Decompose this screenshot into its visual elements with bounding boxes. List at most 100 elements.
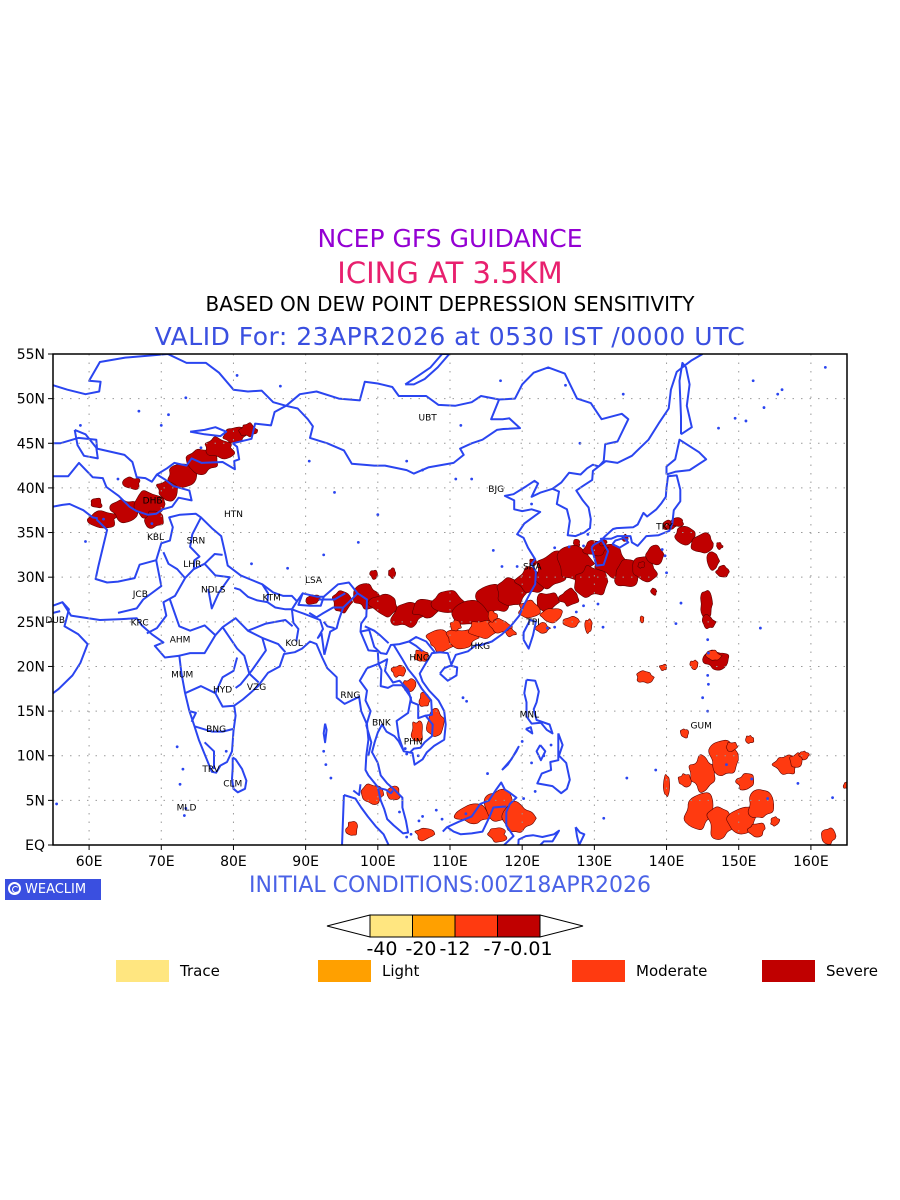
lon-label: 100E xyxy=(360,854,396,870)
initial-conditions: INITIAL CONDITIONS:00Z18APR2026 xyxy=(249,873,651,898)
island xyxy=(409,832,413,836)
island xyxy=(796,782,800,785)
island xyxy=(322,553,326,557)
coastline xyxy=(94,512,436,655)
coastline xyxy=(574,826,586,845)
island xyxy=(182,814,186,817)
moderate-icing-area xyxy=(636,670,655,684)
island xyxy=(522,797,526,800)
moderate-icing-area xyxy=(639,615,645,624)
lon-label: 110E xyxy=(432,854,468,870)
moderate-icing-area xyxy=(659,663,667,671)
moderate-icing-area xyxy=(798,750,810,761)
coastline xyxy=(53,436,193,516)
coastline xyxy=(203,553,223,565)
coastline xyxy=(156,366,630,476)
coastline xyxy=(322,723,328,744)
coastline xyxy=(408,640,424,653)
colorbar-segment xyxy=(369,914,413,938)
severe-icing-area xyxy=(637,561,645,569)
lat-label: 5N xyxy=(26,793,45,809)
station-label: AHM xyxy=(170,636,191,646)
island xyxy=(780,388,784,392)
island xyxy=(461,696,465,700)
coastline xyxy=(352,784,362,796)
island xyxy=(663,554,667,558)
station-label: BNG xyxy=(206,725,226,735)
island xyxy=(405,752,409,756)
island xyxy=(84,540,87,543)
moderate-icing-area xyxy=(735,773,754,791)
severe-icing-area xyxy=(700,590,713,619)
island xyxy=(717,426,720,430)
moderate-icing-area xyxy=(770,816,781,827)
island xyxy=(515,565,519,568)
station-label: DUB xyxy=(45,616,65,626)
coastline xyxy=(551,463,599,490)
moderate-icing-area xyxy=(487,610,499,623)
coastline xyxy=(247,619,294,632)
colorbar-label: -20 xyxy=(405,938,437,960)
lon-label: 150E xyxy=(721,854,757,870)
island xyxy=(417,819,421,823)
station-label: HTN xyxy=(224,510,243,520)
station-label: RNG xyxy=(340,691,360,701)
island xyxy=(602,816,606,820)
lat-label: 40N xyxy=(17,481,45,497)
coastline xyxy=(261,583,270,603)
title-line-2: ICING AT 3.5KM xyxy=(337,256,563,290)
island xyxy=(500,565,504,568)
island xyxy=(55,802,59,806)
island xyxy=(329,776,333,780)
station-label: TKY xyxy=(655,522,673,532)
lat-label: EQ xyxy=(25,838,45,854)
island xyxy=(520,740,524,743)
island xyxy=(823,365,827,369)
coastline xyxy=(189,710,197,723)
moderate-icing-area xyxy=(410,720,423,742)
severe-icing-area xyxy=(572,538,581,547)
island xyxy=(464,812,468,816)
coastline xyxy=(404,354,451,386)
coastline xyxy=(53,610,61,614)
island xyxy=(542,754,546,758)
island xyxy=(150,522,154,526)
coastline xyxy=(53,354,287,407)
colorbar-label: -12 xyxy=(439,938,471,960)
island xyxy=(470,477,474,481)
coastline xyxy=(189,426,228,438)
lon-label: 80E xyxy=(220,854,247,870)
moderate-icing-area xyxy=(501,800,537,833)
coastline xyxy=(501,745,520,771)
island xyxy=(403,747,407,750)
severe-icing-area xyxy=(706,551,721,571)
severe-icing-area xyxy=(122,476,141,490)
colorbar-label: -40 xyxy=(366,938,398,960)
station-label: KBL xyxy=(147,533,164,543)
island xyxy=(116,477,120,481)
island xyxy=(486,772,489,775)
island xyxy=(167,413,170,417)
severe-icing-area xyxy=(715,564,730,578)
island xyxy=(376,513,380,517)
coastline xyxy=(308,606,344,619)
coastline xyxy=(517,829,560,845)
coastline xyxy=(117,560,163,614)
moderate-icing-area xyxy=(539,608,563,624)
island xyxy=(564,383,567,387)
island xyxy=(601,625,605,629)
island xyxy=(465,699,469,703)
island xyxy=(654,768,658,772)
coastline xyxy=(61,354,704,835)
severe-icing-area xyxy=(369,569,378,580)
moderate-icing-area xyxy=(414,827,436,842)
island xyxy=(491,549,495,552)
station-label: DHB xyxy=(143,496,163,506)
severe-icing-area xyxy=(204,436,236,460)
island xyxy=(596,602,600,606)
colorbar-segment xyxy=(412,914,456,938)
coastline xyxy=(221,626,260,684)
coastline xyxy=(261,636,287,653)
coastline xyxy=(233,586,292,611)
island xyxy=(625,538,629,542)
